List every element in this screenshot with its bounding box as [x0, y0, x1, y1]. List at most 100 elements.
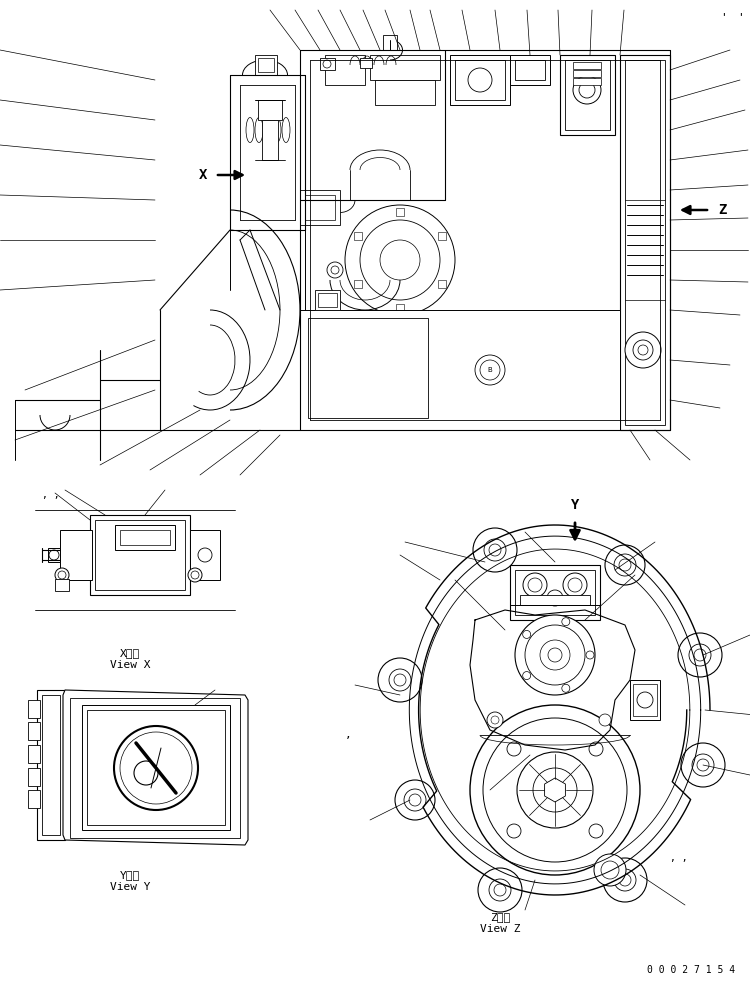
Circle shape	[601, 861, 619, 879]
Bar	[28, 790, 40, 808]
Circle shape	[120, 732, 192, 804]
Bar	[450, 55, 510, 105]
Circle shape	[389, 669, 411, 691]
Circle shape	[681, 743, 725, 787]
Bar	[375, 80, 435, 105]
Bar	[60, 530, 92, 580]
Circle shape	[360, 220, 440, 300]
Text: , ,: , ,	[42, 490, 60, 500]
Circle shape	[697, 759, 709, 771]
Circle shape	[515, 615, 595, 695]
Bar	[37, 690, 65, 840]
Polygon shape	[544, 778, 566, 802]
Circle shape	[594, 854, 626, 886]
Bar	[355, 280, 362, 288]
Text: Y: Y	[571, 498, 579, 512]
Bar	[258, 58, 274, 72]
Circle shape	[579, 82, 595, 98]
Circle shape	[489, 544, 501, 556]
Bar	[95, 520, 185, 590]
Circle shape	[573, 76, 601, 104]
Circle shape	[507, 824, 521, 838]
Text: X: X	[199, 168, 207, 182]
Circle shape	[533, 768, 577, 812]
Bar	[620, 55, 670, 430]
Bar	[262, 120, 278, 160]
Bar	[115, 525, 175, 550]
Circle shape	[134, 761, 158, 785]
Circle shape	[489, 879, 511, 901]
Bar	[255, 55, 277, 75]
Bar	[383, 35, 397, 50]
Text: B: B	[488, 367, 492, 373]
Circle shape	[625, 332, 661, 368]
Circle shape	[480, 360, 500, 380]
Text: View Y: View Y	[110, 882, 150, 892]
Bar	[455, 60, 505, 100]
Circle shape	[409, 794, 421, 806]
Bar	[560, 55, 615, 135]
Bar	[82, 705, 230, 830]
Bar	[573, 78, 601, 85]
Bar	[437, 232, 446, 240]
Circle shape	[507, 742, 521, 756]
Circle shape	[599, 714, 611, 726]
Bar	[300, 310, 620, 430]
Bar	[437, 280, 446, 288]
Circle shape	[49, 550, 59, 560]
Bar	[320, 58, 335, 70]
Bar	[370, 55, 440, 80]
Circle shape	[394, 674, 406, 686]
Bar	[258, 100, 282, 120]
Bar	[90, 515, 190, 595]
Circle shape	[548, 648, 562, 662]
Circle shape	[589, 742, 603, 756]
Circle shape	[395, 780, 435, 820]
Circle shape	[487, 712, 503, 728]
Bar	[300, 190, 340, 225]
Circle shape	[473, 528, 517, 572]
Circle shape	[562, 618, 570, 626]
Bar	[28, 700, 40, 718]
Text: Z　視: Z 視	[490, 912, 510, 922]
Circle shape	[323, 60, 331, 68]
Circle shape	[55, 568, 69, 582]
Bar	[305, 195, 335, 220]
Circle shape	[678, 633, 722, 677]
Bar	[87, 710, 225, 825]
Text: ': '	[737, 12, 744, 22]
Bar	[630, 680, 660, 720]
Circle shape	[494, 884, 506, 896]
Bar	[308, 318, 428, 418]
Text: , ,: , ,	[670, 853, 688, 863]
Circle shape	[603, 858, 647, 902]
Circle shape	[547, 590, 563, 606]
Text: View Z: View Z	[480, 924, 520, 934]
Circle shape	[614, 869, 636, 891]
Bar	[48, 548, 60, 562]
Bar	[315, 290, 340, 310]
Circle shape	[528, 578, 542, 592]
Bar	[120, 530, 170, 545]
Bar	[355, 232, 362, 240]
Circle shape	[523, 631, 531, 639]
Circle shape	[605, 545, 645, 585]
Circle shape	[345, 205, 455, 315]
Bar	[28, 768, 40, 786]
Bar	[565, 60, 610, 130]
Bar	[70, 698, 240, 838]
Bar	[318, 293, 337, 307]
Circle shape	[475, 355, 505, 385]
Circle shape	[614, 554, 636, 576]
Bar	[396, 304, 404, 312]
Circle shape	[517, 752, 593, 828]
Bar	[625, 60, 665, 425]
Circle shape	[589, 824, 603, 838]
Text: View X: View X	[110, 660, 150, 670]
Circle shape	[491, 716, 499, 724]
Circle shape	[380, 240, 420, 280]
Circle shape	[331, 266, 339, 274]
Bar	[190, 530, 220, 580]
Circle shape	[586, 651, 594, 659]
Bar	[55, 579, 69, 591]
